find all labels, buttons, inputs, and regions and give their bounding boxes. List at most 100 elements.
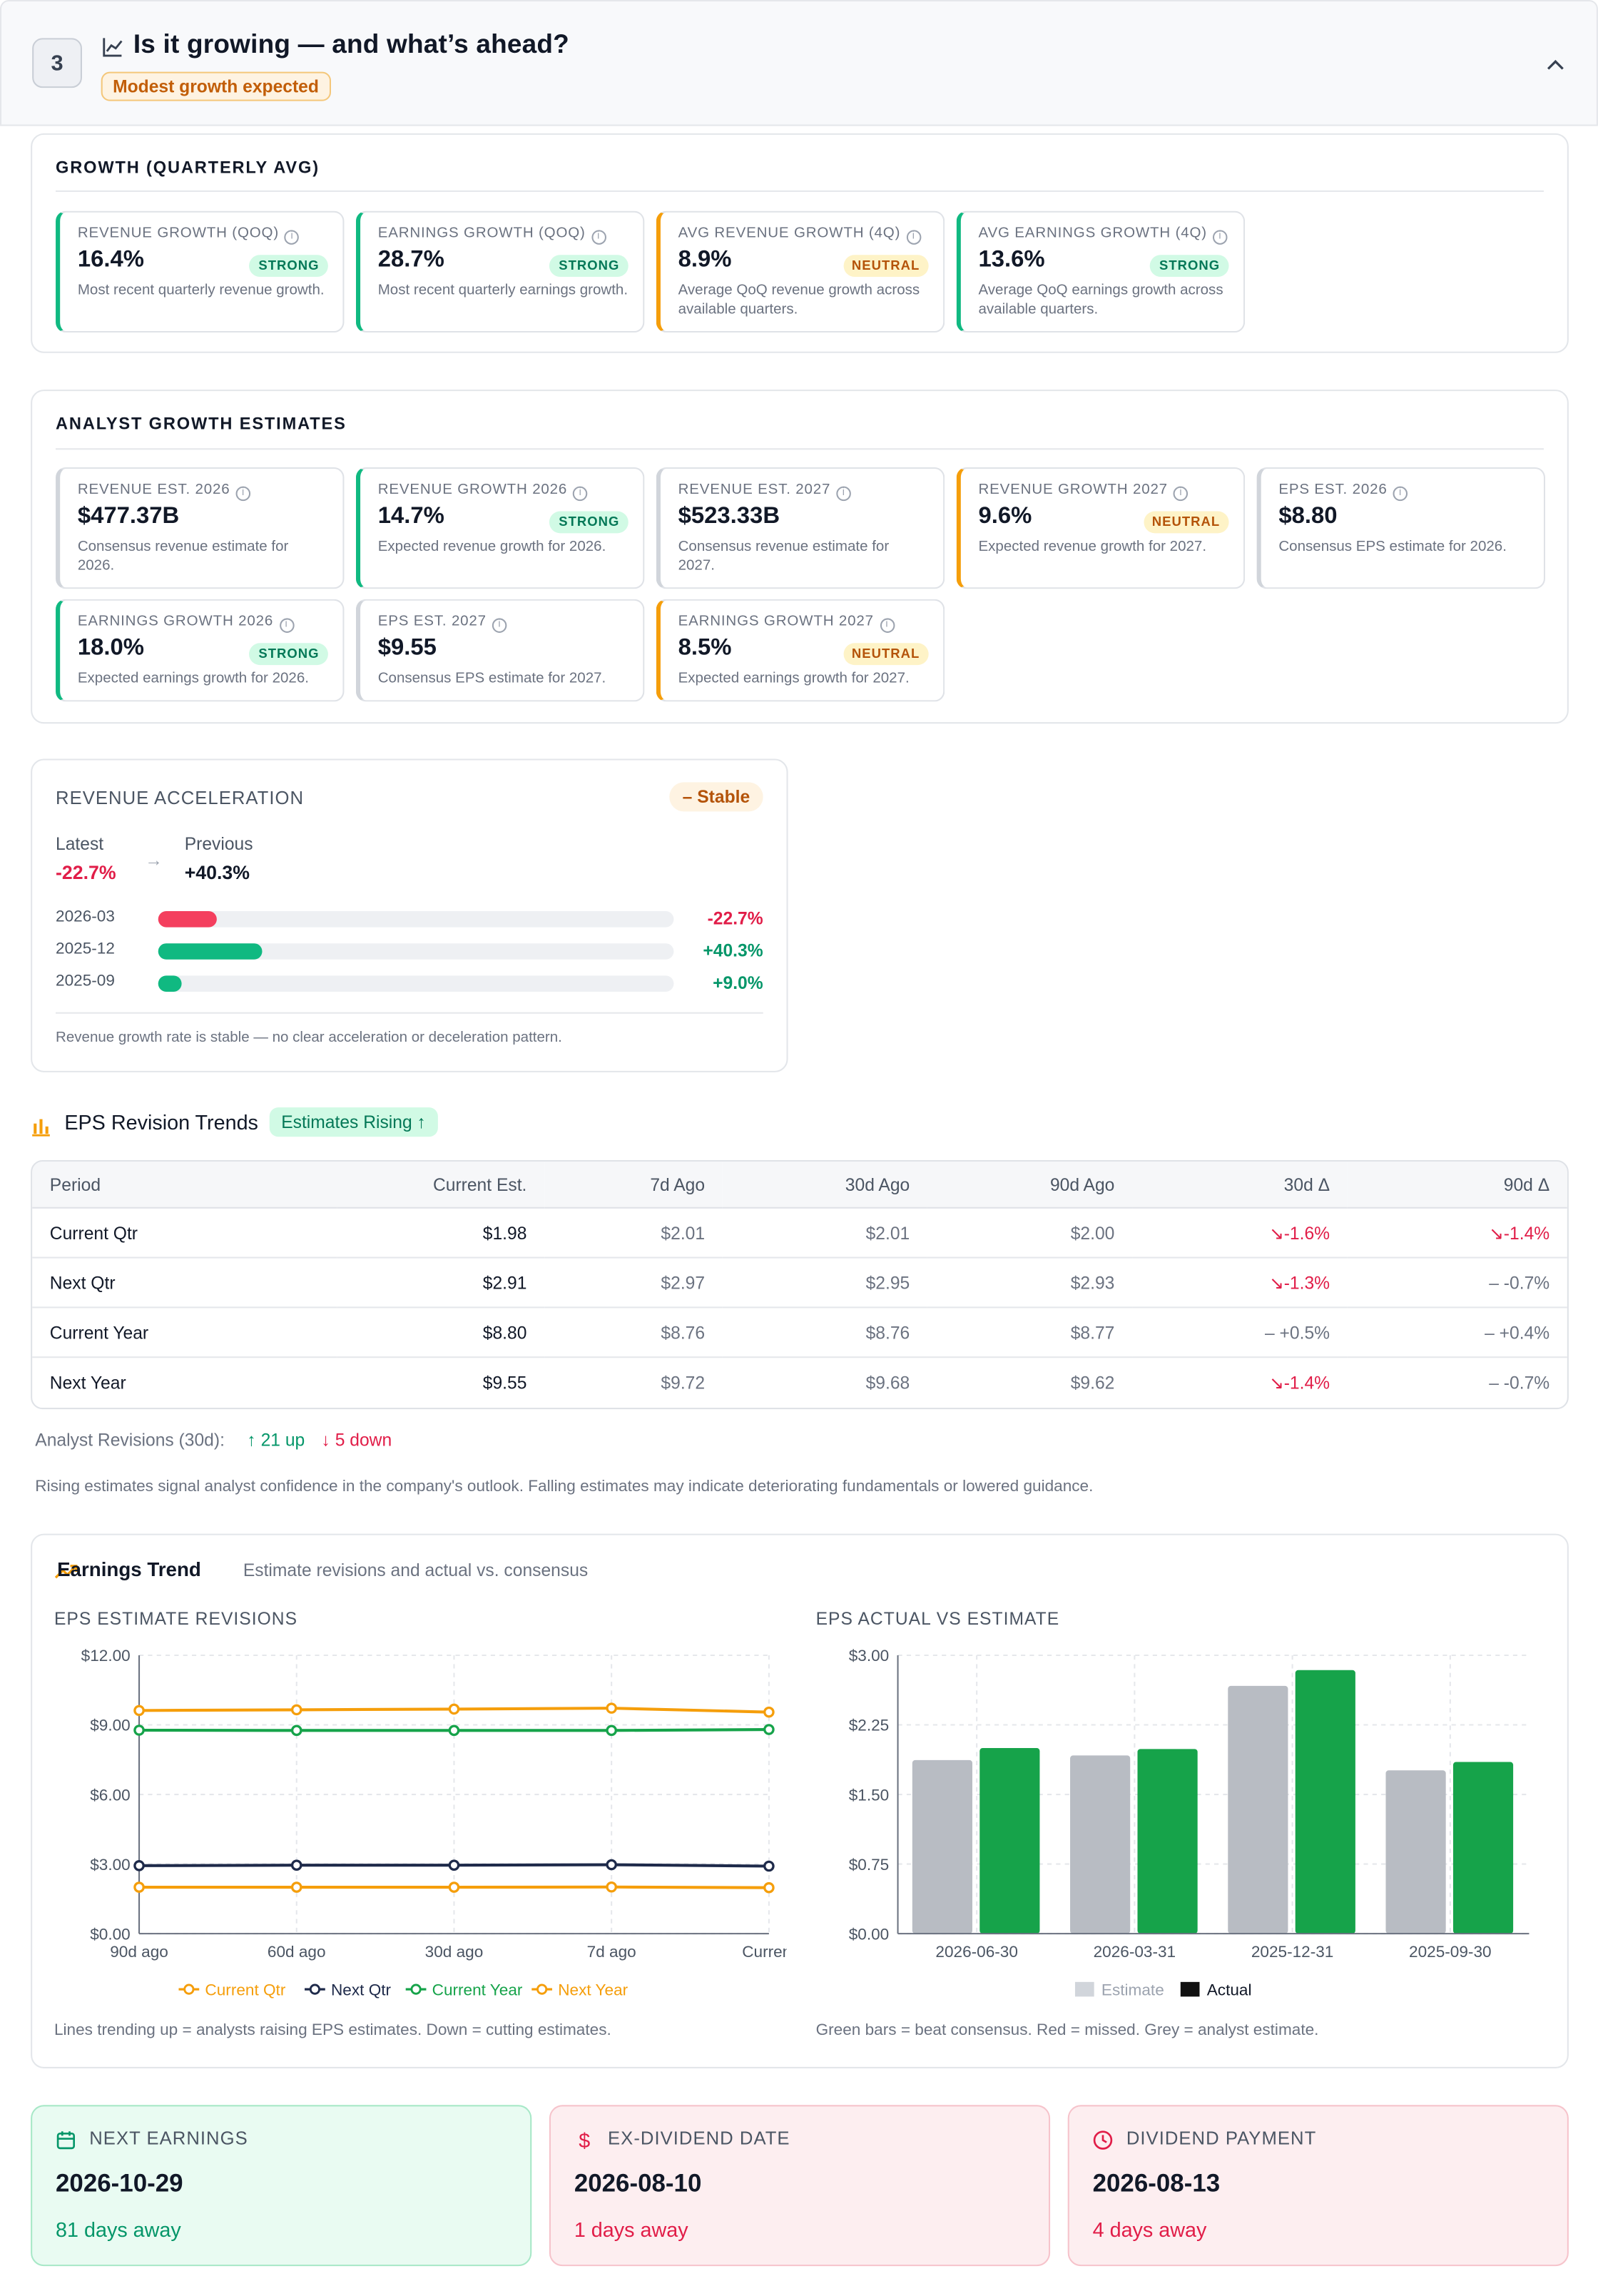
section-header[interactable]: 3 Is it growing — and what’s ahead? Mode… (0, 0, 1598, 126)
metric-card: EARNINGS GROWTH (QOQ) i 28.7% STRONG Most re… (355, 210, 645, 333)
analyst-estimates-card: ANALYST GROWTH ESTIMATES REVENUE EST. 20… (31, 390, 1569, 724)
metric-label: REVENUE GROWTH 2027 i (978, 482, 1189, 502)
data-point (133, 1705, 145, 1717)
legend-label: Estimate (1101, 1981, 1164, 1998)
info-icon[interactable]: i (235, 486, 251, 502)
metric-rating-badge: STRONG (250, 255, 328, 278)
metric-value: $477.37B (77, 504, 180, 529)
metric-value: 28.7% (377, 247, 444, 273)
column-header: 30d Ago (722, 1162, 927, 1209)
legend-item[interactable]: Current Year (405, 1981, 523, 1998)
y-tick-label: $12.00 (81, 1647, 131, 1665)
metric-label-text: EARNINGS GROWTH (QOQ) (377, 225, 586, 242)
legend-marker (410, 1983, 422, 1995)
event-countdown: 1 days away (574, 2218, 688, 2242)
info-icon[interactable]: i (1213, 230, 1228, 245)
y-tick-label: $0.00 (849, 1925, 890, 1943)
table-row: Current Year $8.80 $8.76 $8.76 $8.77– +0.5% –… (32, 1308, 1567, 1358)
bar (1295, 1670, 1355, 1934)
metric-label: REVENUE GROWTH (QOQ) i (78, 225, 300, 245)
legend-item[interactable]: Actual (1180, 1981, 1252, 1998)
metric-value: 13.6% (978, 247, 1045, 273)
metric-rating-badge: NEUTRAL (843, 255, 929, 278)
event-label: EX-DIVIDEND DATE (608, 2128, 790, 2149)
current-est-cell: $9.55 (482, 1372, 527, 1393)
y-tick-label: $3.00 (849, 1647, 890, 1665)
bar-chart-icon (32, 1119, 50, 1137)
analyst-revisions: Analyst Revisions (30d): ↑ 21 up ↓ 5 dow… (35, 1430, 392, 1451)
acceleration-value: -22.7% (707, 908, 763, 929)
current-est-cell: $8.80 (336, 1308, 545, 1358)
metric-label-text: AVG EARNINGS GROWTH (4Q) (978, 225, 1207, 242)
metric-description: Most recent quarterly revenue growth. (77, 283, 325, 299)
revisions-label: Analyst Revisions (30d): (35, 1429, 225, 1451)
30d-change-cell: ↘-1.4% (1269, 1372, 1330, 1393)
divider (56, 448, 1544, 450)
30d-ago-cell: $8.76 (722, 1308, 927, 1358)
column-header: Period (32, 1162, 337, 1209)
data-point (763, 1881, 775, 1894)
metric-rating-badge: NEUTRAL (843, 643, 929, 666)
30d-ago-cell: $2.95 (722, 1259, 927, 1309)
latest-value: -22.7% (56, 861, 116, 884)
y-tick-label: $1.50 (849, 1786, 890, 1804)
info-icon[interactable]: i (279, 618, 294, 633)
data-point (448, 1724, 460, 1737)
estimates-rising-badge: Estimates Rising ↑ (269, 1107, 438, 1137)
legend-item[interactable]: Next Year (531, 1981, 628, 1998)
info-icon[interactable]: i (285, 230, 300, 245)
growth-heading: GROWTH (QUARTERLY AVG) (56, 159, 320, 178)
metric-label-text: REVENUE GROWTH 2026 (377, 482, 568, 499)
data-point (763, 1860, 775, 1872)
90d-change-cell: – +0.4% (1347, 1308, 1567, 1358)
metric-description: Expected revenue growth for 2026. (377, 539, 606, 556)
legend-item[interactable]: Next Qtr (305, 1981, 392, 1998)
acceleration-bar-fill (158, 911, 217, 928)
info-icon[interactable]: i (573, 486, 588, 502)
acceleration-value: +40.3% (703, 940, 763, 961)
chevron-up-icon[interactable] (1544, 54, 1567, 75)
table-row: Next Qtr $2.91 $2.97 $2.95 $2.93 ↘-1.3% – -0.7… (32, 1259, 1567, 1309)
event-countdown: 4 days away (1092, 2218, 1207, 2242)
metric-description: Most recent quarterly earnings growth. (377, 283, 628, 299)
svg-text:$: $ (579, 2130, 590, 2150)
info-icon[interactable]: i (492, 618, 507, 633)
line-chart-title: EPS ESTIMATE REVISIONS (54, 1608, 298, 1630)
eps-estimate-revisions-chart: $0.00 $3.00 $6.00 $9.00 $12.00 90d ago 60d ago… (81, 1647, 787, 1998)
info-icon[interactable]: i (906, 230, 922, 245)
info-icon[interactable]: i (1393, 486, 1408, 502)
info-icon[interactable]: i (836, 486, 852, 502)
eps-revision-title: EPS Revision Trends (64, 1110, 258, 1134)
y-tick-label: $9.00 (90, 1717, 131, 1734)
metric-description: Average QoQ revenue growth across availa… (678, 283, 920, 318)
legend-item[interactable]: Estimate (1074, 1981, 1164, 1998)
data-point (133, 1860, 145, 1871)
column-header: 90d Δ (1347, 1162, 1567, 1209)
line-chart-icon (103, 38, 123, 57)
legend-label: Current Qtr (205, 1981, 285, 1998)
info-icon[interactable]: i (880, 618, 895, 633)
current-est-cell: $1.98 (336, 1209, 545, 1259)
info-icon[interactable]: i (1174, 486, 1189, 502)
eps-actual-vs-estimate-chart: $0.00 $0.75 $1.50 $2.25 $3.00 2026-06-30 2026-… (849, 1647, 1530, 1998)
y-tick-label: $2.25 (849, 1717, 890, 1734)
metric-description: Expected revenue growth for 2027. (978, 539, 1207, 556)
metric-card: AVG REVENUE GROWTH (4Q) i 8.9% NEUTRAL Avera… (656, 210, 945, 333)
metric-card: AVG EARNINGS GROWTH (4Q) i 13.6% STRONG Aver… (956, 210, 1246, 333)
metric-label-text: EPS EST. 2026 (1278, 482, 1388, 499)
bar-chart-title: EPS ACTUAL VS ESTIMATE (815, 1608, 1060, 1630)
bar (912, 1759, 973, 1934)
acceleration-title: REVENUE ACCELERATION (56, 788, 305, 809)
legend-item[interactable]: Current Qtr (178, 1981, 286, 1998)
x-tick-label: 60d ago (268, 1943, 326, 1961)
30d-change-cell: ↘-1.6% (1132, 1209, 1348, 1259)
metric-card: REVENUE EST. 2027 i $523.33B Consensus reve… (656, 467, 945, 589)
metric-description: Expected earnings growth for 2026. (77, 671, 309, 687)
30d-ago-cell: $2.01 (722, 1209, 927, 1259)
data-point (763, 1706, 775, 1718)
metric-label: REVENUE EST. 2027 i (678, 482, 852, 502)
metric-label-text: EARNINGS GROWTH 2027 (678, 614, 874, 630)
legend-marker (309, 1983, 321, 1995)
event-date: 2026-08-13 (1092, 2169, 1221, 2198)
info-icon[interactable]: i (591, 230, 606, 245)
